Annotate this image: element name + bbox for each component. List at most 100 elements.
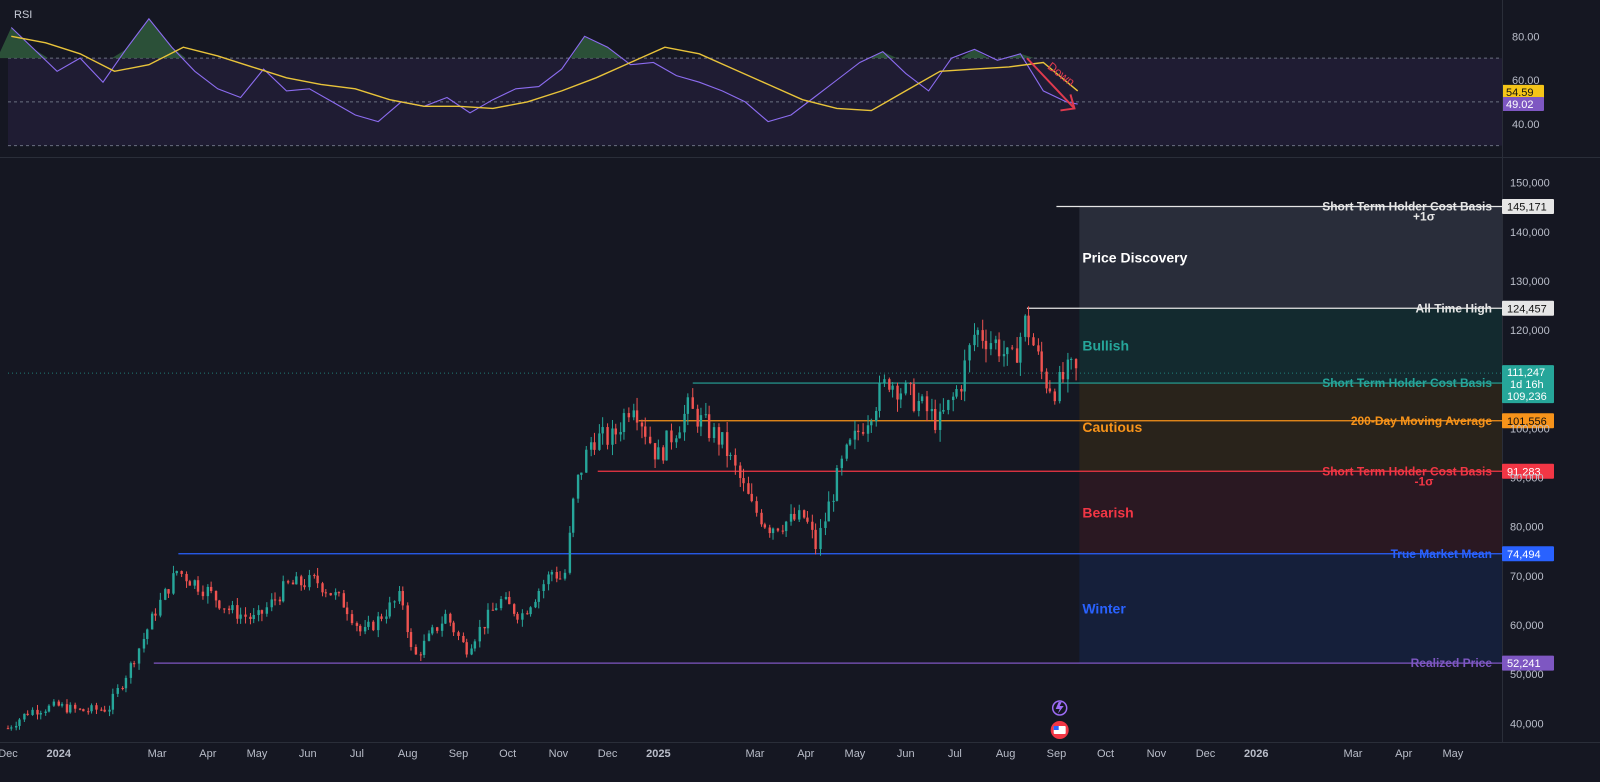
candle-body	[598, 433, 601, 450]
candle-body	[768, 527, 771, 534]
zone-price-discovery	[1079, 206, 1502, 309]
zone-label: Bearish	[1082, 505, 1133, 521]
candle-body	[486, 609, 490, 629]
candle-body	[419, 654, 423, 656]
level-price-tag	[1502, 546, 1554, 562]
candle-body	[1032, 337, 1035, 346]
rsi-overbought-fill	[868, 51, 897, 59]
candle-body	[36, 709, 39, 715]
candle-body	[699, 415, 703, 427]
candle-body	[60, 704, 64, 706]
rsi-y-tick-label: 40.00	[1512, 119, 1540, 131]
candle-body	[260, 610, 264, 614]
x-tick-label: Aug	[996, 748, 1016, 760]
candle-body	[440, 623, 444, 631]
candle-body	[712, 427, 716, 439]
x-tick-label: Mar	[1343, 748, 1362, 760]
candle-body	[1048, 388, 1052, 392]
candle-body	[614, 428, 617, 435]
candle-body	[529, 607, 532, 615]
candle-body	[295, 576, 298, 585]
candle-body	[257, 610, 260, 616]
zone-label: Winter	[1082, 600, 1126, 616]
level-price-tag-text: 101,556	[1507, 416, 1547, 428]
candle-body	[239, 614, 242, 619]
candle-body	[601, 427, 604, 434]
candle-body	[632, 410, 635, 418]
candle-body	[875, 410, 878, 422]
candle-body	[175, 571, 178, 574]
rsi-overbought-fill	[960, 49, 989, 59]
candle-body	[781, 530, 785, 532]
level-label: Realized Price	[1411, 656, 1493, 670]
candle-body	[891, 385, 894, 390]
zone-cautious	[1079, 383, 1502, 472]
candle-body	[465, 642, 468, 655]
zone-winter	[1079, 553, 1502, 664]
level-price-tag-text: 91,283	[1507, 466, 1541, 478]
rsi-value-tag	[1502, 84, 1544, 99]
candle-body	[231, 605, 234, 611]
candle-body	[819, 527, 822, 550]
candle-body	[563, 572, 567, 579]
candle-body	[103, 709, 106, 712]
us-flag-icon[interactable]	[1050, 721, 1069, 739]
rsi-overbought-fill	[570, 36, 622, 59]
rsi-title: RSI	[14, 9, 32, 21]
candle-body	[129, 663, 133, 678]
candle-body	[167, 589, 170, 594]
candle-body	[973, 334, 976, 346]
candle-body	[334, 592, 337, 596]
candle-body	[994, 339, 998, 344]
candle-body	[388, 602, 391, 617]
candle-body	[359, 625, 362, 632]
candle-body	[180, 571, 183, 574]
candle-body	[201, 591, 205, 597]
candle-body	[316, 575, 319, 584]
candle-body	[406, 605, 409, 633]
candle-body	[1058, 371, 1061, 402]
candle-body	[537, 590, 540, 602]
candle-body	[760, 512, 763, 525]
candle-body	[593, 442, 596, 450]
candle-body	[78, 708, 82, 710]
candle-body	[653, 443, 657, 460]
candle-body	[10, 727, 13, 729]
candle-body	[976, 330, 979, 335]
candle-body	[571, 498, 575, 533]
candle-body	[1037, 345, 1040, 352]
candle-body	[644, 426, 647, 437]
level-label: Short Term Holder Cost Basis	[1322, 464, 1492, 478]
candle-body	[444, 613, 447, 624]
candle-body	[154, 613, 157, 616]
x-tick-label: Jun	[897, 748, 915, 760]
candle-body	[686, 397, 690, 414]
candle-body	[398, 591, 401, 602]
price-y-tick-label: 90,000	[1510, 473, 1544, 485]
price-y-tick-label: 40,000	[1510, 718, 1544, 730]
rsi-overbought-fill	[0, 27, 49, 59]
candle-body	[69, 704, 72, 713]
candle-body	[286, 581, 290, 583]
candle-body	[1074, 359, 1078, 369]
candle-body	[665, 430, 668, 461]
price-y-tick-label: 60,000	[1510, 620, 1544, 632]
candle-body	[422, 640, 426, 655]
candle-body	[350, 614, 354, 624]
candle-body	[784, 521, 788, 532]
x-tick-label: Mar	[148, 748, 167, 760]
candle-body	[861, 432, 865, 434]
flag-canton	[1053, 726, 1059, 730]
lightning-icon[interactable]	[1051, 700, 1068, 716]
candle-body	[303, 585, 306, 588]
candle-body	[39, 713, 42, 715]
candle-body	[1024, 315, 1027, 337]
candle-body	[857, 430, 860, 433]
level-price-tag	[1502, 655, 1554, 671]
x-tick-label: May	[1442, 748, 1463, 760]
x-tick-label: 2024	[47, 748, 72, 760]
candle-body	[912, 383, 916, 411]
candle-body	[721, 432, 724, 445]
price-y-tick-label: 120,000	[1510, 325, 1550, 337]
